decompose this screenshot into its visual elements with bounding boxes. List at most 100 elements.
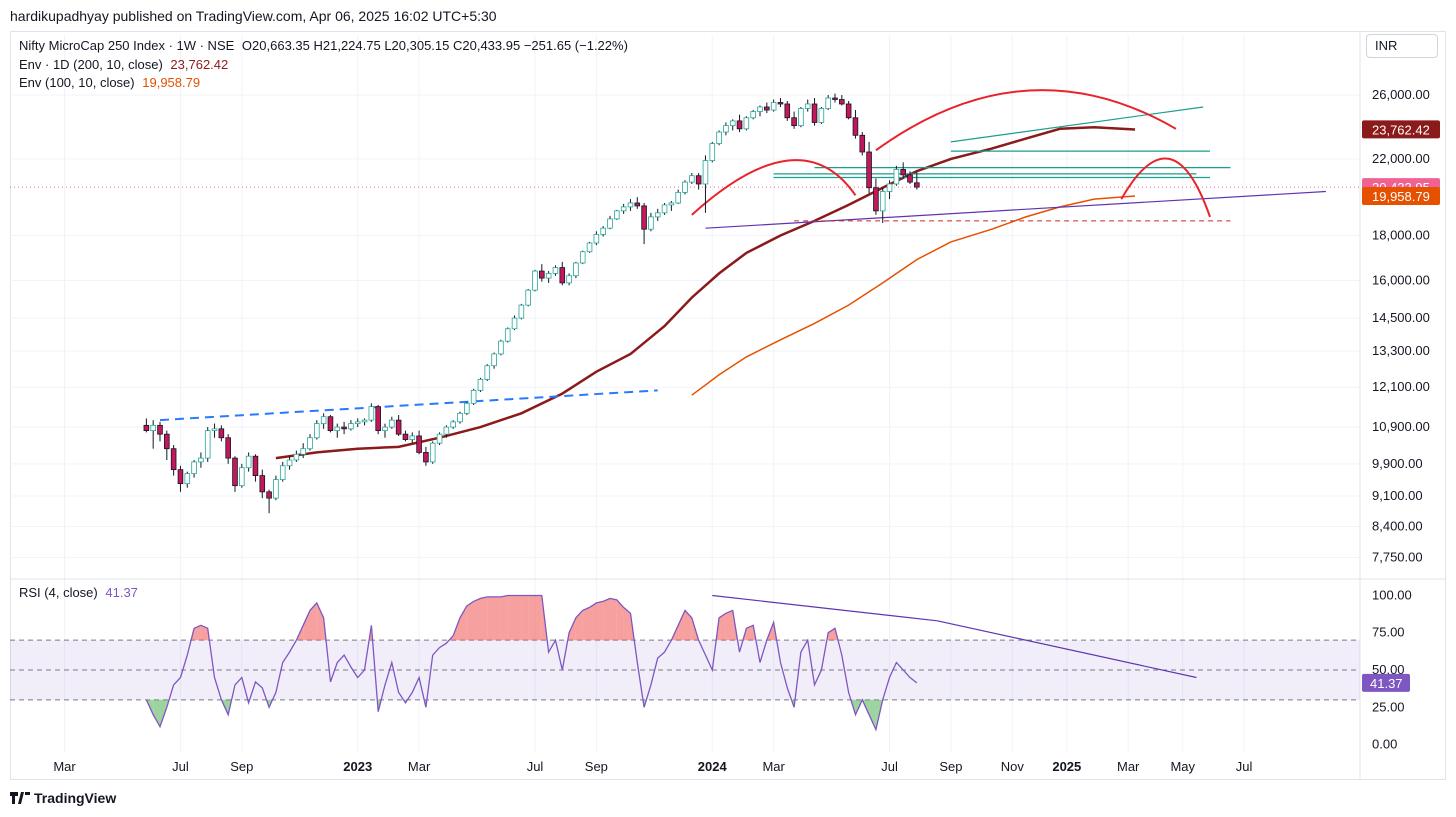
candles-group (143, 93, 920, 514)
rsi-axis-label: 50.00 (1372, 662, 1405, 677)
rsi-overbought-fill (316, 602, 324, 641)
candle (579, 250, 586, 265)
price-axis-label: 14,500.00 (1372, 310, 1430, 325)
candle-body (839, 99, 845, 105)
candle-body (464, 402, 470, 414)
time-axis-label: Mar (53, 759, 76, 774)
rsi-overbought-fill (303, 610, 310, 641)
rsi-value-tag: 41.37 (1362, 673, 1410, 692)
candle (839, 95, 845, 106)
candle-body (273, 479, 279, 499)
candle (798, 107, 804, 128)
time-axis-label: Sep (939, 759, 962, 774)
candle-body (784, 103, 791, 119)
candle-body (307, 437, 313, 450)
candle-body (293, 453, 300, 461)
candle-body (593, 234, 600, 244)
rsi-overbought-fill (487, 596, 495, 641)
candle-body (327, 416, 334, 432)
candle-body (634, 202, 641, 207)
candle-body (845, 103, 852, 119)
candle (293, 450, 300, 462)
candle-body (579, 251, 586, 264)
candle (368, 403, 375, 422)
candle (900, 162, 906, 179)
candle (498, 339, 504, 356)
candle-body (143, 424, 150, 432)
price-axis-label: 7,750.00 (1372, 549, 1423, 564)
candle-body (252, 455, 259, 476)
candle (429, 441, 436, 464)
candle (825, 95, 831, 111)
rsi-overbought-fill (494, 596, 501, 641)
candle (573, 261, 579, 279)
candle (525, 288, 531, 307)
candle-body (354, 421, 361, 424)
rsi-tag-label: 41.37 (1370, 676, 1403, 691)
rsi-line (145, 594, 918, 732)
candle-body (914, 182, 920, 188)
candle (907, 171, 913, 184)
rsi-overbought-fill (507, 595, 515, 641)
candle-body (204, 430, 211, 459)
candle-body (232, 457, 238, 487)
rsi-overbought-fill (828, 628, 835, 641)
price-axis-label: 18,000.00 (1372, 228, 1430, 243)
candle-body (429, 442, 436, 463)
candle (791, 111, 797, 129)
legend-env1-label: Env · 1D (200, 10, close) (19, 57, 163, 72)
candle (545, 271, 552, 283)
legend-ohlc: O20,663.35 H21,224.75 L20,305.15 C20,433… (241, 38, 628, 53)
candle-body (566, 275, 572, 284)
horizontal-level-line (950, 106, 1204, 143)
candle-body (239, 467, 245, 487)
candle (204, 427, 211, 462)
candle (409, 432, 416, 444)
time-axis-label: May (1170, 759, 1195, 774)
candle-body (641, 205, 647, 230)
rsi-axis-label: 25.00 (1372, 699, 1405, 714)
candle (614, 209, 620, 220)
legend-env1-row[interactable]: Env · 1D (200, 10, close) 23,762.42 (19, 57, 228, 72)
time-axis-label: Jul (1236, 759, 1253, 774)
candle (777, 98, 784, 108)
pattern-arc (875, 89, 1177, 152)
candle-body (184, 473, 191, 485)
rsi-axis-label: 0.00 (1372, 737, 1397, 752)
time-axis-label: Sep (230, 759, 253, 774)
candle-body (545, 272, 552, 279)
envelope-100-line (691, 195, 1136, 396)
candle (450, 420, 456, 429)
candle-body (477, 378, 484, 391)
candle-body (286, 459, 293, 467)
candle (832, 93, 838, 103)
candle-body (498, 340, 504, 355)
candle-body (150, 424, 156, 432)
candle (668, 201, 675, 211)
price-tag-label: 19,958.79 (1372, 189, 1430, 204)
candle-body (661, 204, 668, 214)
candle (709, 141, 716, 163)
candle-body (191, 461, 197, 475)
candle-body (348, 423, 354, 430)
candle (198, 452, 204, 468)
rsi-axis-label: 100.00 (1372, 587, 1412, 602)
candle-body (743, 117, 750, 130)
candle (804, 99, 811, 112)
candle (852, 110, 859, 139)
currency-selector[interactable]: INR (1366, 34, 1438, 58)
candle-body (648, 216, 654, 230)
candle (150, 420, 156, 449)
candle-body (736, 120, 743, 130)
price-axis-label: 9,900.00 (1372, 456, 1423, 471)
rsi-overbought-fill (678, 610, 685, 641)
candle-body (614, 210, 620, 220)
candle-body (607, 218, 613, 229)
candle (654, 208, 661, 221)
candle (552, 265, 559, 276)
legend-env2-row[interactable]: Env (100, 10, close) 19,958.79 (19, 75, 200, 90)
candle-body (389, 419, 395, 428)
candle-body (798, 108, 804, 127)
legend-rsi-row[interactable]: RSI (4, close) 41.37 (19, 585, 138, 600)
